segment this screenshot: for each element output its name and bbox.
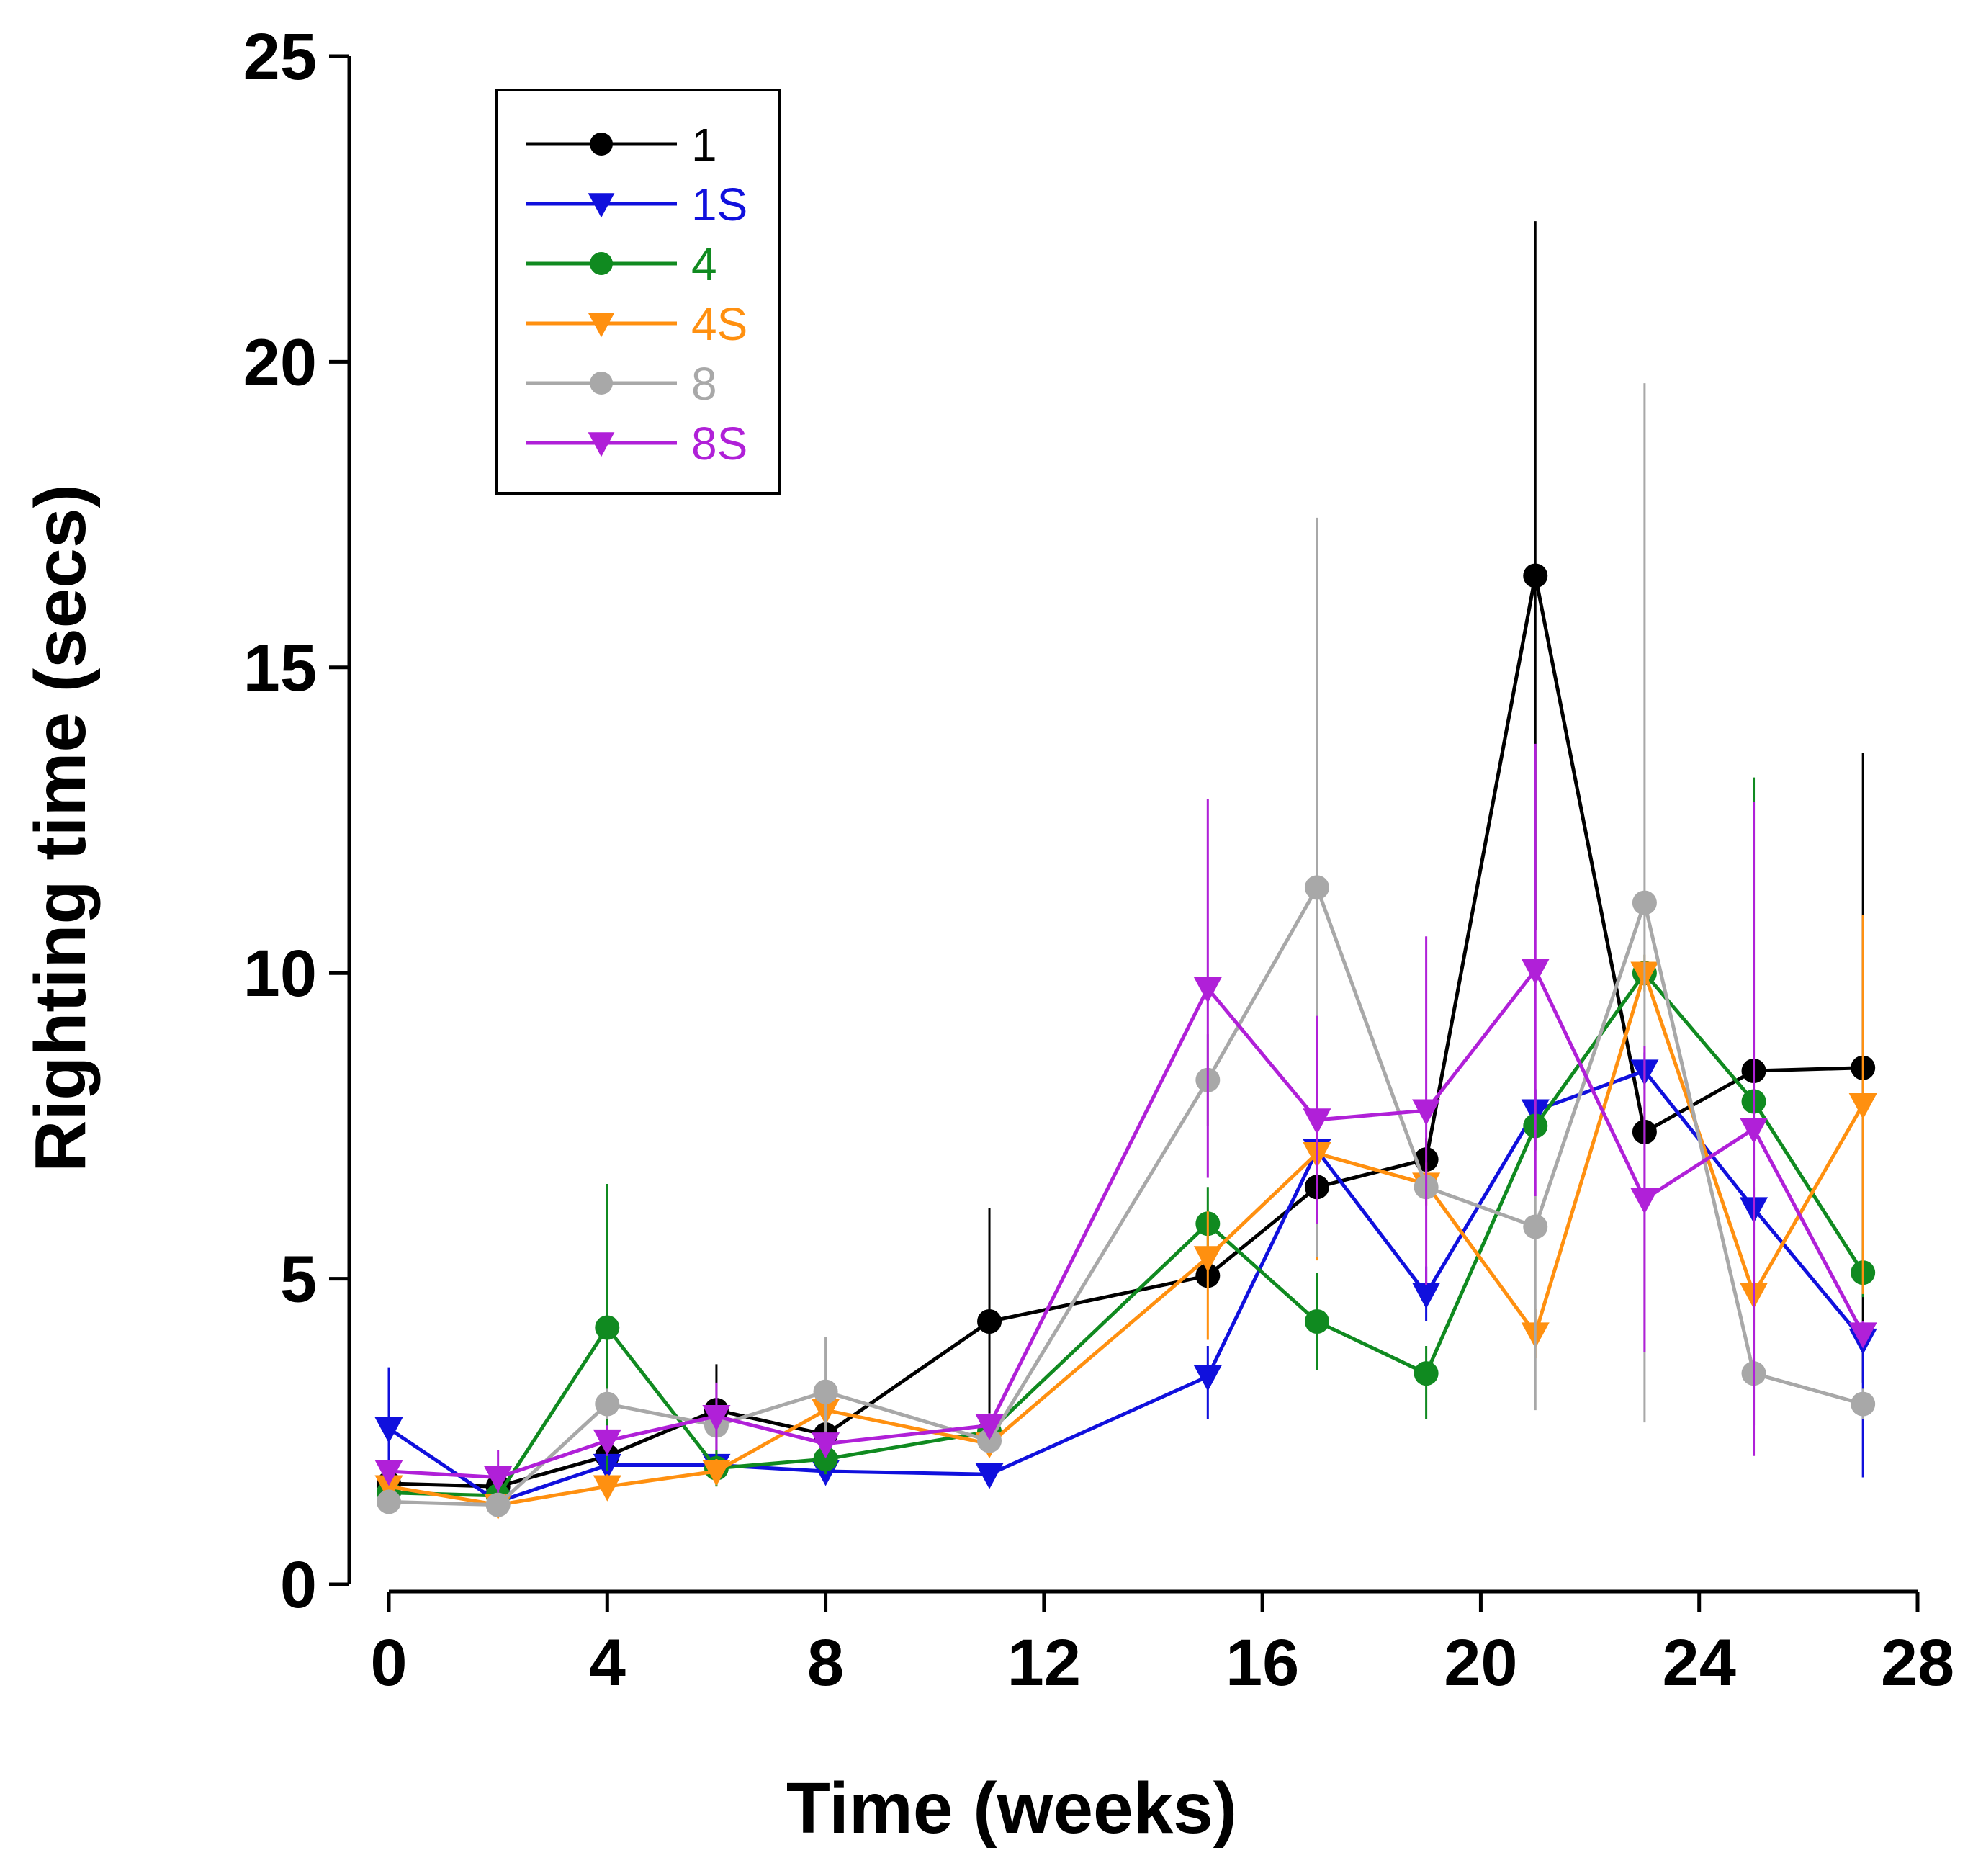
x-tick-label: 12 bbox=[1007, 1626, 1081, 1700]
x-tick-label: 4 bbox=[589, 1626, 626, 1700]
series-line bbox=[388, 573, 1864, 1489]
data-point bbox=[484, 1466, 513, 1492]
data-point bbox=[1412, 1283, 1441, 1309]
legend-box bbox=[495, 89, 781, 495]
data-point bbox=[593, 1429, 621, 1456]
data-point bbox=[1848, 1093, 1877, 1120]
data-point bbox=[1412, 1099, 1441, 1126]
data-point bbox=[1848, 1322, 1877, 1349]
data-point bbox=[595, 1315, 620, 1340]
legend-label: 8S bbox=[691, 418, 747, 470]
y-tick-label: 25 bbox=[243, 20, 317, 94]
series-8S bbox=[374, 743, 1877, 1493]
data-point bbox=[1739, 1118, 1768, 1144]
data-point bbox=[813, 1446, 838, 1471]
legend-entry-1: 1 bbox=[526, 119, 717, 171]
x-tick-label: 8 bbox=[807, 1626, 844, 1700]
data-point bbox=[702, 1460, 731, 1486]
x-axis-title: Time (weeks) bbox=[786, 1768, 1237, 1849]
y-axis-title: Righting time (secs) bbox=[20, 484, 101, 1172]
data-point bbox=[377, 1489, 401, 1514]
legend-entry-8: 8 bbox=[526, 358, 717, 410]
data-point bbox=[374, 1417, 403, 1444]
data-point bbox=[812, 1432, 840, 1459]
x-tick-label: 24 bbox=[1663, 1626, 1736, 1700]
data-point bbox=[1523, 1214, 1548, 1239]
data-point bbox=[975, 1414, 1004, 1440]
data-point bbox=[1414, 1361, 1439, 1386]
x-tick-label: 20 bbox=[1444, 1626, 1517, 1700]
legend-label: 4S bbox=[691, 298, 747, 350]
data-point bbox=[1193, 1246, 1222, 1273]
data-point bbox=[1193, 977, 1222, 1003]
axes: 0 5 10 15 20 25 0 4 8 12 16 20 24 28 bbox=[243, 20, 1955, 1700]
y-tick-label: 10 bbox=[243, 937, 317, 1010]
legend-label: 8 bbox=[691, 358, 717, 410]
series-group bbox=[374, 221, 1877, 1520]
series-8 bbox=[377, 383, 1876, 1517]
data-point bbox=[1304, 1309, 1329, 1334]
data-point bbox=[374, 1475, 403, 1502]
data-point bbox=[1630, 1188, 1659, 1214]
data-point bbox=[1193, 1365, 1222, 1391]
data-point bbox=[813, 1379, 838, 1404]
x-tick-label: 28 bbox=[1881, 1626, 1954, 1700]
data-point bbox=[593, 1475, 621, 1502]
legend-label: 1 bbox=[691, 119, 717, 171]
legend-entry-4S: 4S bbox=[526, 298, 747, 350]
data-point bbox=[1851, 1391, 1876, 1417]
data-point bbox=[1304, 875, 1329, 900]
legend-marker bbox=[588, 432, 615, 457]
data-point bbox=[702, 1404, 731, 1432]
y-tick-label: 15 bbox=[243, 632, 317, 705]
data-point bbox=[1521, 959, 1550, 985]
x-tick-label: 0 bbox=[370, 1626, 407, 1700]
legend-entry-4: 4 bbox=[526, 238, 717, 290]
legend-entry-1S: 1S bbox=[526, 179, 747, 230]
data-point bbox=[1523, 563, 1548, 588]
legend-marker bbox=[590, 133, 613, 156]
data-point bbox=[977, 1428, 1002, 1453]
data-point bbox=[485, 1492, 511, 1517]
legend-label: 1S bbox=[691, 179, 747, 230]
legend-entry-8S: 8S bbox=[526, 418, 747, 470]
series-line bbox=[388, 971, 1865, 1507]
legend-marker bbox=[590, 252, 613, 275]
data-point bbox=[977, 1309, 1002, 1334]
series-line bbox=[388, 971, 1865, 1498]
y-tick-label: 20 bbox=[243, 326, 317, 399]
legend-marker bbox=[588, 193, 615, 218]
data-point bbox=[595, 1391, 620, 1417]
legend-label: 4 bbox=[691, 238, 717, 290]
x-tick-label: 16 bbox=[1226, 1626, 1299, 1700]
data-point bbox=[1303, 1108, 1331, 1135]
data-point bbox=[1632, 890, 1657, 915]
data-point bbox=[374, 1460, 403, 1486]
legend-marker bbox=[588, 313, 615, 338]
y-tick-label: 0 bbox=[280, 1548, 317, 1622]
legend: 1 1S 4 4S 8 8S bbox=[495, 89, 781, 495]
legend-marker bbox=[590, 372, 613, 395]
y-tick-label: 5 bbox=[280, 1243, 317, 1316]
data-point bbox=[975, 1463, 1004, 1489]
